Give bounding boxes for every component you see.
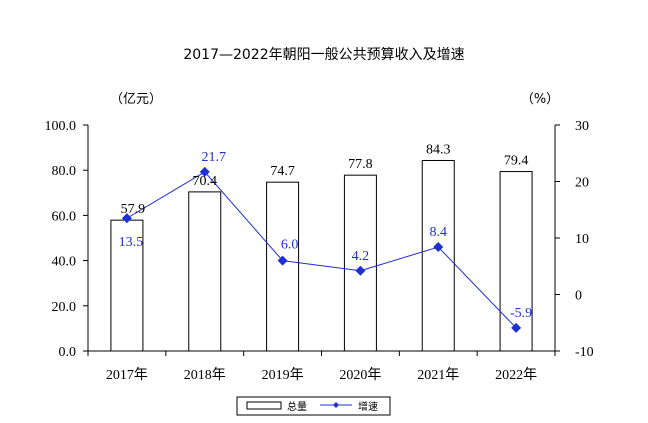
bar-value-label: 84.3	[426, 142, 451, 157]
line-point	[511, 322, 522, 333]
left-tick-label: 60.0	[52, 209, 77, 224]
axes: 0.0 20.0 40.0 60.0 80.0 100.0 -10 0 10 20 30 2017年 2…	[45, 119, 594, 383]
x-category-label: 2021年	[417, 367, 459, 383]
bar	[110, 219, 144, 352]
bar-value-label: 70.4	[193, 174, 218, 189]
line-point	[355, 265, 366, 276]
bar-value-label: 57.9	[121, 202, 146, 217]
left-tick-label: 0.0	[59, 345, 77, 360]
line-value-label: -5.9	[510, 306, 532, 321]
bar	[343, 174, 377, 352]
left-tick-label: 40.0	[52, 255, 77, 270]
line-point	[121, 213, 132, 224]
right-tick-label: 20	[575, 176, 589, 191]
line-series	[121, 166, 522, 333]
bar	[266, 181, 300, 352]
x-category-label: 2018年	[184, 367, 226, 383]
x-category-label: 2022年	[495, 367, 537, 383]
left-tick-label: 80.0	[52, 164, 77, 179]
legend-bar-label: 总量	[287, 400, 307, 413]
x-category-label: 2020年	[339, 367, 381, 383]
left-tick-label: 20.0	[52, 300, 77, 315]
bar-value-label: 79.4	[504, 154, 529, 169]
right-tick-label: -10	[575, 345, 594, 360]
line-value-label: 21.7	[202, 150, 227, 165]
legend-line-marker	[333, 402, 339, 408]
bar	[499, 171, 533, 352]
data-labels: 57.9 70.4 74.7 77.8 84.3 79.4 13.5 21.7 6.0 4.2 8.…	[119, 142, 533, 320]
legend-line-label: 增速	[358, 400, 378, 413]
right-tick-label: 0	[575, 289, 582, 304]
x-category-label: 2019年	[262, 367, 304, 383]
left-axis-unit: （亿元）	[110, 92, 162, 107]
bar-value-label: 74.7	[270, 164, 295, 179]
chart-title: 2017—2022年朝阳一般公共预算收入及增速	[183, 47, 464, 63]
right-tick-label: 10	[575, 232, 589, 247]
line-value-label: 13.5	[119, 235, 144, 250]
x-category-label: 2017年	[106, 367, 148, 383]
line-value-label: 8.4	[430, 225, 448, 240]
growth-line	[126, 171, 517, 329]
legend: 总量 增速	[236, 396, 391, 416]
line-point	[199, 166, 210, 177]
bar-value-label: 77.8	[348, 157, 373, 172]
right-tick-label: 30	[575, 119, 589, 134]
line-value-label: 4.2	[352, 249, 370, 264]
left-tick-label: 100.0	[45, 119, 77, 134]
legend-bar-swatch	[246, 401, 282, 410]
line-value-label: 6.0	[281, 238, 299, 253]
bar	[421, 159, 455, 352]
bar	[188, 191, 222, 352]
line-point	[277, 255, 288, 266]
right-axis-unit: （%）	[521, 92, 559, 107]
line-point	[433, 242, 444, 253]
bar-series	[110, 159, 533, 352]
